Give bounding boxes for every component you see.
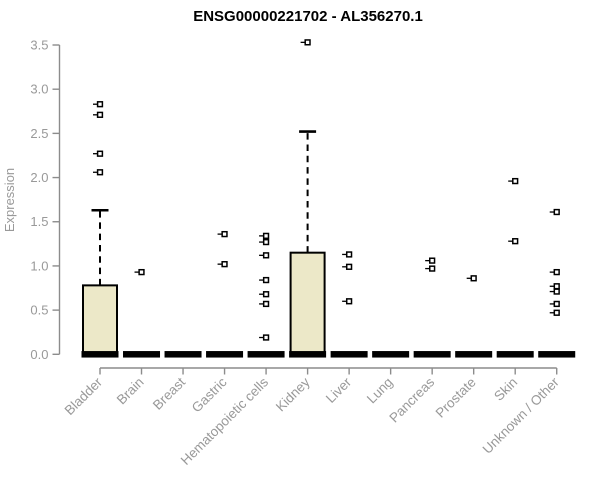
outlier-point-liver [345,251,353,258]
outlier-point-skin [512,177,519,185]
outlier-point-bladder [96,150,104,157]
box-bladder [82,284,118,356]
y-tick-label: 3.5 [30,38,48,53]
box-kidney [289,251,326,356]
x-tick-label-lung: Lung [364,375,396,407]
outlier-point-pancreas [429,265,436,272]
chart-title: ENSG00000221702 - AL356270.1 [193,8,423,25]
median-bar-prostate [455,351,493,358]
median-bar-lung [372,351,410,358]
x-tick-label-unknown-other: Unknown / Other [480,374,563,457]
median-bar-breast [164,351,202,358]
outlier-point-gastric [221,230,228,238]
median-bar-pancreas [413,351,451,358]
median-bar-kidney [289,351,327,358]
y-tick-label: 2.0 [30,170,48,185]
x-tick-label-liver: Liver [323,374,355,406]
x-tick-label-kidney: Kidney [273,374,313,414]
median-bar-bladder [81,351,119,358]
x-tick-label-pancreas: Pancreas [386,374,437,425]
outlier-point-hematopoietic-cells [262,232,270,240]
x-tick-label-brain: Brain [114,375,147,408]
outlier-point-prostate [470,275,477,282]
outlier-point-unknown-other [553,208,560,216]
x-tick-label-bladder: Bladder [62,374,106,418]
y-tick-label: 1.5 [30,214,48,229]
outlier-point-unknown-other [553,268,560,276]
outlier-point-bladder [96,111,104,118]
outlier-point-kidney [304,39,311,46]
x-tick-label-breast: Breast [150,374,188,412]
outlier-point-pancreas [429,257,436,264]
median-bar-hematopoietic-cells [247,351,285,358]
outlier-point-unknown-other [553,288,560,295]
median-bar-brain [123,351,161,358]
outlier-point-hematopoietic-cells [262,238,270,246]
median-bar-unknown-other [538,351,576,358]
y-tick-label: 3.0 [30,82,48,97]
outlier-point-liver [345,298,353,305]
x-tick-label-prostate: Prostate [433,375,479,421]
y-tick-label: 0.0 [30,347,48,362]
outlier-point-unknown-other [553,283,560,290]
y-tick-label: 2.5 [30,126,48,141]
outlier-point-hematopoietic-cells [262,276,270,284]
outlier-point-hematopoietic-cells [262,291,270,298]
y-tick-label: 1.0 [30,258,48,273]
x-tick-label-gastric: Gastric [189,374,230,415]
outlier-point-brain [138,268,145,276]
outlier-point-unknown-other [553,309,560,316]
outlier-point-bladder [96,169,104,176]
median-bar-gastric [206,351,244,358]
outlier-point-hematopoietic-cells [262,334,270,341]
outlier-point-unknown-other [553,300,560,308]
y-axis-title: Expression [2,168,17,232]
outlier-point-hematopoietic-cells [262,300,270,308]
outlier-point-hematopoietic-cells [262,252,270,259]
outlier-point-liver [345,263,353,270]
y-tick-label: 0.5 [30,303,48,318]
median-bar-liver [330,351,368,358]
x-tick-label-skin: Skin [491,375,520,404]
outlier-point-gastric [221,261,228,268]
outlier-point-skin [512,238,519,245]
median-bar-skin [496,351,534,358]
outlier-point-bladder [96,101,104,108]
